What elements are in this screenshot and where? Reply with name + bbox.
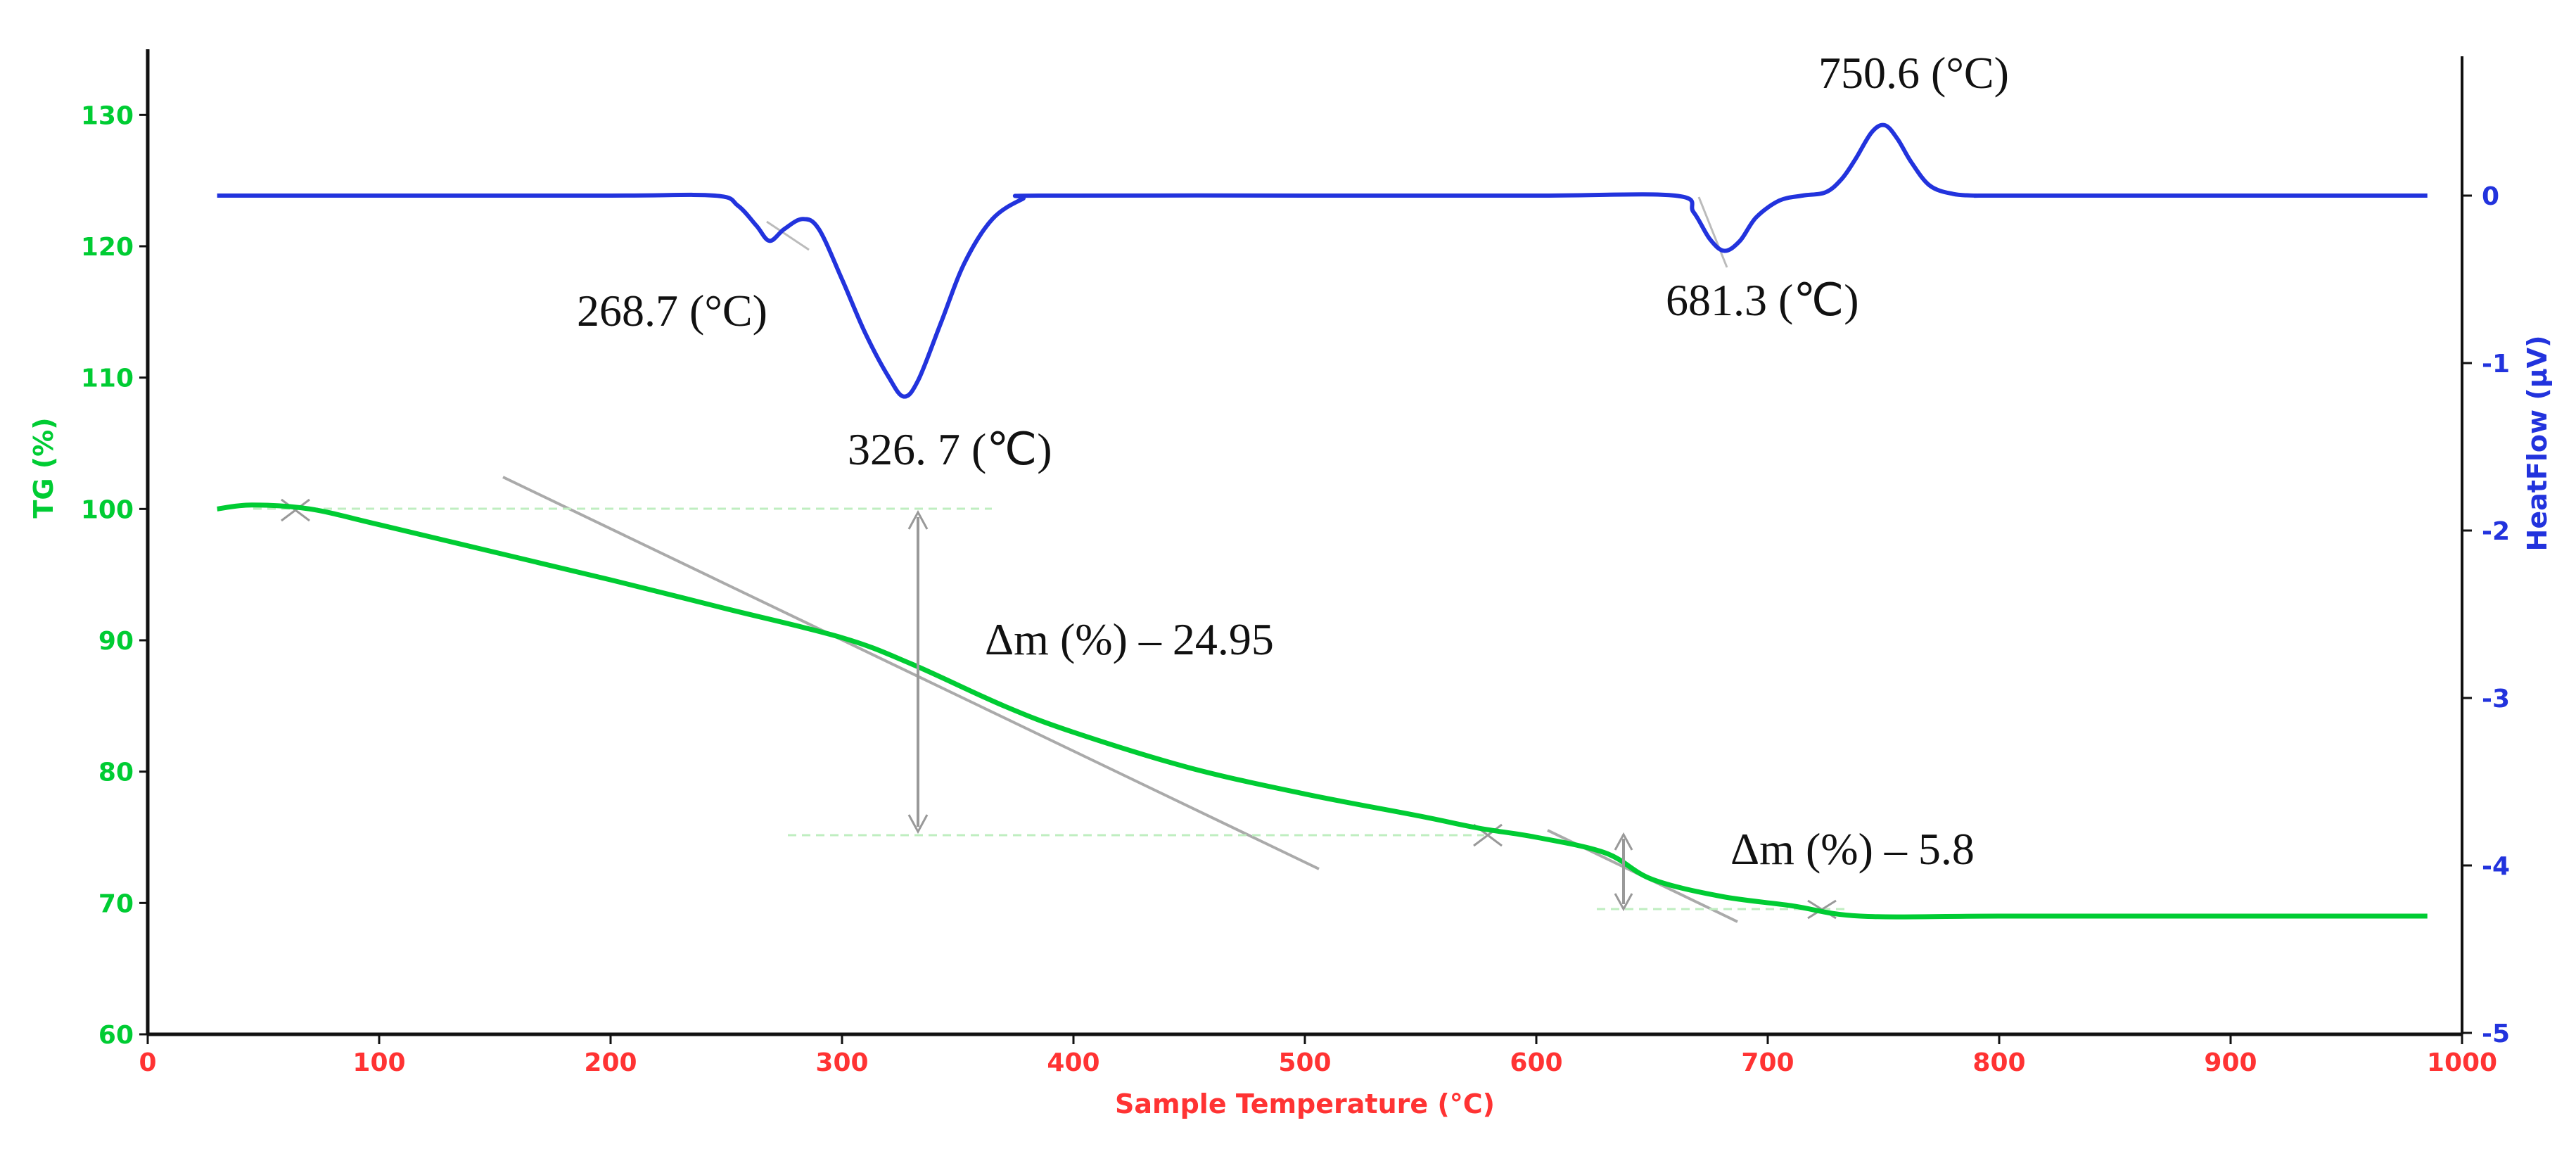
x-tick-label: 300 bbox=[815, 1048, 868, 1077]
tangent-line-1 bbox=[502, 476, 1320, 870]
peak-mark-268 bbox=[766, 220, 810, 251]
y-right-axis-ticks: 0 -1 -2 -3 -4 -5 bbox=[2462, 182, 2510, 1048]
x-tick-label: 600 bbox=[1510, 1048, 1562, 1077]
x-tick-label: 200 bbox=[584, 1048, 637, 1077]
tg-curve bbox=[217, 502, 2428, 920]
y-right-axis-title: HeatFlow (µV) bbox=[2522, 336, 2553, 552]
y-right-tick-label: -1 bbox=[2482, 350, 2510, 379]
y-right-tick-label: -4 bbox=[2482, 852, 2510, 881]
y-left-tick-label: 60 bbox=[98, 1021, 134, 1050]
x-tick-label: 800 bbox=[1972, 1048, 2025, 1077]
mass-loss-arrow-1 bbox=[907, 509, 929, 834]
y-left-tick-label: 120 bbox=[81, 233, 134, 262]
x-tick-label: 1000 bbox=[2427, 1048, 2497, 1077]
analysis-guides bbox=[253, 196, 1850, 923]
y-right-tick-label: -3 bbox=[2482, 685, 2510, 713]
mass-loss-label-1: Δm (%) – 24.95 bbox=[985, 614, 1274, 664]
peak-label-268: 268.7 (°C) bbox=[577, 286, 767, 336]
peak-mark-681 bbox=[1697, 196, 1728, 268]
y-left-tick-label: 80 bbox=[98, 758, 134, 787]
onset-marker-1 bbox=[281, 498, 310, 522]
x-tick-label: 700 bbox=[1741, 1048, 1794, 1077]
peak-label-326: 326. 7 (℃) bbox=[848, 424, 1052, 474]
y-left-tick-label: 90 bbox=[98, 627, 134, 656]
y-left-tick-label: 100 bbox=[81, 495, 134, 524]
x-tick-label: 0 bbox=[139, 1048, 156, 1077]
y-right-tick-label: -5 bbox=[2482, 1020, 2510, 1048]
x-axis-ticks: 0 100 200 300 400 500 600 700 800 900 1000 bbox=[139, 1034, 2497, 1077]
peak-label-681: 681.3 (℃) bbox=[1666, 275, 1859, 325]
x-tick-label: 500 bbox=[1278, 1048, 1331, 1077]
y-left-axis-ticks: 60 70 80 90 100 110 120 130 bbox=[81, 101, 148, 1050]
mass-loss-arrow-2 bbox=[1614, 832, 1633, 912]
x-tick-label: 400 bbox=[1047, 1048, 1099, 1077]
y-left-axis-title: TG (%) bbox=[28, 417, 59, 518]
peak-label-750: 750.6 (°C) bbox=[1818, 48, 2009, 98]
x-tick-label: 100 bbox=[352, 1048, 405, 1077]
y-left-tick-label: 110 bbox=[81, 364, 134, 393]
y-left-tick-label: 130 bbox=[81, 101, 134, 130]
heatflow-curve bbox=[217, 122, 2428, 399]
y-left-tick-label: 70 bbox=[98, 889, 134, 918]
x-tick-label: 900 bbox=[2204, 1048, 2257, 1077]
x-axis-title: Sample Temperature (°C) bbox=[1115, 1088, 1495, 1119]
y-right-tick-label: 0 bbox=[2482, 182, 2499, 211]
mass-loss-label-2: Δm (%) – 5.8 bbox=[1730, 824, 1975, 874]
y-right-tick-label: -2 bbox=[2482, 517, 2510, 546]
